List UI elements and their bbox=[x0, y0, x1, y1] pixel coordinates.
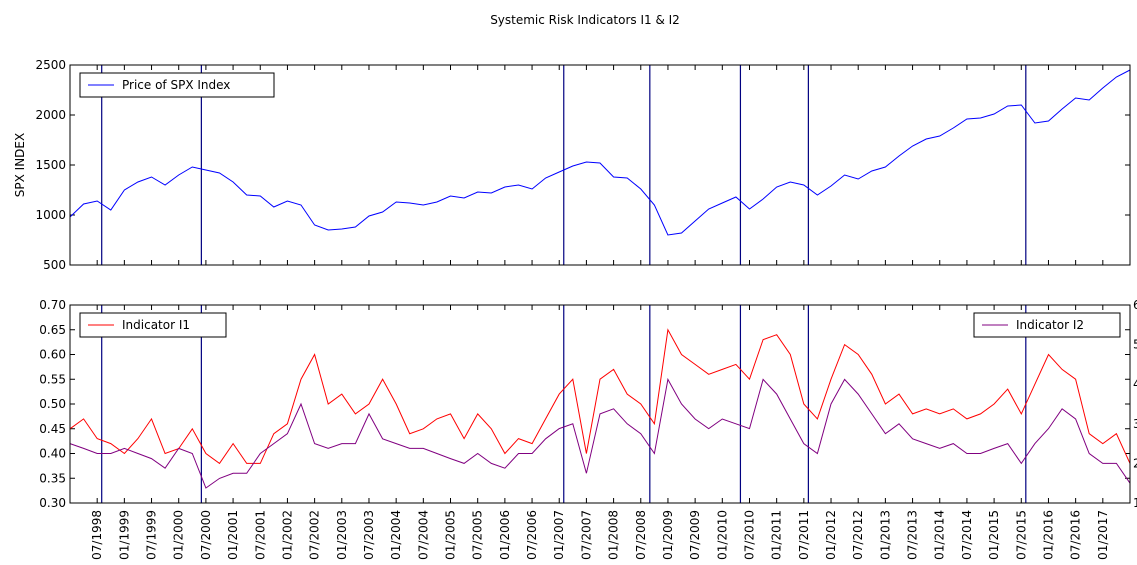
line-series bbox=[69, 377, 1131, 489]
y-tick-label: 2500 bbox=[35, 58, 66, 72]
x-tick-label: 07/2008 bbox=[634, 510, 648, 560]
legend-label: Price of SPX Index bbox=[122, 78, 230, 92]
x-tick-label: 07/2009 bbox=[688, 510, 702, 560]
y-tick-label: 0.30 bbox=[39, 496, 66, 510]
plot-frame bbox=[69, 64, 1131, 266]
y-tick-label: 0.50 bbox=[39, 397, 66, 411]
y-tick-label: 1500 bbox=[35, 158, 66, 172]
x-tick-label: 01/2002 bbox=[280, 510, 294, 560]
x-tick-label: 07/2012 bbox=[851, 510, 865, 560]
y-tick-label: 1000 bbox=[35, 208, 66, 222]
x-tick-label: 01/2017 bbox=[1096, 510, 1110, 560]
x-tick-label: 01/2008 bbox=[607, 510, 621, 560]
y-tick-label: 0.45 bbox=[39, 422, 66, 436]
x-tick-label: 01/2005 bbox=[444, 510, 458, 560]
y2-tick-label: 5 bbox=[1133, 338, 1137, 352]
x-tick-label: 07/2010 bbox=[742, 510, 756, 560]
x-tick-label: 01/2001 bbox=[226, 510, 240, 560]
y-tick-label: 0.60 bbox=[39, 348, 66, 362]
x-tick-label: 01/2015 bbox=[987, 510, 1001, 560]
y-tick-label: 0.35 bbox=[39, 471, 66, 485]
y-axis-label: SPX INDEX bbox=[13, 133, 27, 197]
x-tick-label: 07/1999 bbox=[145, 510, 159, 560]
y-tick-label: 0.65 bbox=[39, 323, 66, 337]
y-tick-label: 0.55 bbox=[39, 372, 66, 386]
y-tick-label: 500 bbox=[43, 258, 66, 272]
legend-label: Indicator I1 bbox=[122, 318, 190, 332]
y2-tick-label: 6 bbox=[1133, 298, 1137, 312]
y2-tick-label: 2 bbox=[1133, 456, 1137, 470]
x-tick-label: 01/2010 bbox=[715, 510, 729, 560]
x-tick-label: 01/2000 bbox=[172, 510, 186, 560]
x-tick-label: 07/2014 bbox=[960, 510, 974, 560]
x-tick-label: 07/2011 bbox=[797, 510, 811, 560]
x-tick-label: 07/2013 bbox=[906, 510, 920, 560]
x-tick-label: 07/1998 bbox=[90, 510, 104, 560]
x-tick-label: 07/2000 bbox=[199, 510, 213, 560]
x-tick-label: 07/2005 bbox=[471, 510, 485, 560]
x-tick-label: 07/2016 bbox=[1069, 510, 1083, 560]
x-tick-label: 07/2001 bbox=[253, 510, 267, 560]
y-tick-label: 0.70 bbox=[39, 298, 66, 312]
y-tick-label: 0.40 bbox=[39, 447, 66, 461]
y2-tick-label: 4 bbox=[1133, 377, 1137, 391]
x-tick-label: 07/2015 bbox=[1014, 510, 1028, 560]
x-tick-label: 01/2012 bbox=[824, 510, 838, 560]
line-series bbox=[69, 69, 1131, 236]
y2-tick-label: 1 bbox=[1133, 496, 1137, 510]
plot-frame bbox=[69, 304, 1131, 504]
x-tick-label: 07/2007 bbox=[579, 510, 593, 560]
y-tick-label: 2000 bbox=[35, 108, 66, 122]
x-tick-label: 01/2016 bbox=[1041, 510, 1055, 560]
x-tick-label: 01/2007 bbox=[552, 510, 566, 560]
chart-title: Systemic Risk Indicators I1 & I2 bbox=[490, 13, 680, 27]
legend-label: Indicator I2 bbox=[1016, 318, 1084, 332]
x-tick-label: 01/2004 bbox=[389, 510, 403, 560]
x-tick-label: 01/2013 bbox=[878, 510, 892, 560]
x-tick-label: 07/2003 bbox=[362, 510, 376, 560]
x-tick-label: 01/2009 bbox=[661, 510, 675, 560]
x-tick-label: 07/2002 bbox=[308, 510, 322, 560]
x-tick-label: 07/2004 bbox=[416, 510, 430, 560]
x-tick-label: 01/2006 bbox=[498, 510, 512, 560]
x-tick-label: 07/2006 bbox=[525, 510, 539, 560]
x-tick-label: 01/1999 bbox=[117, 510, 131, 560]
line-series bbox=[69, 328, 1131, 465]
x-tick-label: 01/2014 bbox=[933, 510, 947, 560]
x-tick-label: 01/2011 bbox=[770, 510, 784, 560]
x-tick-label: 01/2003 bbox=[335, 510, 349, 560]
y2-tick-label: 3 bbox=[1133, 417, 1137, 431]
